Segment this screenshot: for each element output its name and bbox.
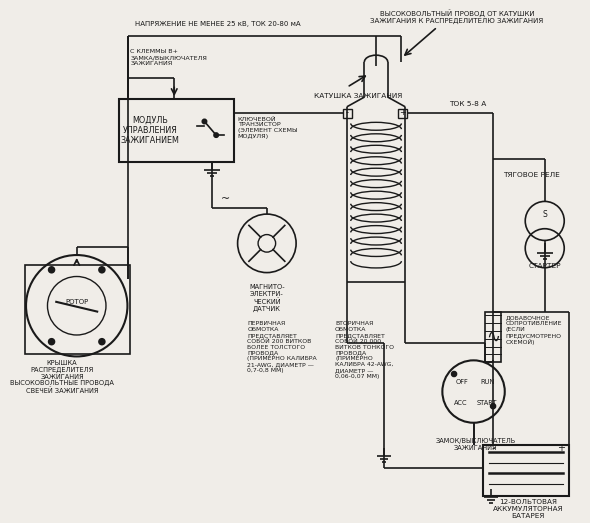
Text: НАПРЯЖЕНИЕ НЕ МЕНЕЕ 25 кВ, ТОК 20-80 мА: НАПРЯЖЕНИЕ НЕ МЕНЕЕ 25 кВ, ТОК 20-80 мА [135, 21, 301, 27]
Text: ЗАМОК/ВЫКЛЮЧАТЕЛЬ
ЗАЖИГАНИЯ: ЗАМОК/ВЫКЛЮЧАТЕЛЬ ЗАЖИГАНИЯ [435, 438, 516, 451]
Text: +: + [399, 108, 406, 117]
Text: 12-ВОЛЬТОВАЯ
АККУМУЛЯТОРНАЯ
БАТАРЕЯ: 12-ВОЛЬТОВАЯ АККУМУЛЯТОРНАЯ БАТАРЕЯ [493, 499, 563, 519]
Circle shape [491, 404, 496, 408]
Text: МАГНИТО-
ЭЛЕКТРИ-
ЧЕСКИЙ
ДАТЧИК: МАГНИТО- ЭЛЕКТРИ- ЧЕСКИЙ ДАТЧИК [249, 285, 284, 312]
Circle shape [451, 371, 457, 377]
Text: START: START [477, 400, 497, 406]
Text: ТОК 5-8 А: ТОК 5-8 А [449, 101, 486, 107]
Circle shape [214, 133, 218, 137]
Circle shape [48, 267, 54, 272]
Text: ВЫСОКОВОЛЬТНЫЙ ПРОВОД ОТ КАТУШКИ
ЗАЖИГАНИЯ К РАСПРЕДЕЛИТЕЛЮ ЗАЖИГАНИЯ: ВЫСОКОВОЛЬТНЫЙ ПРОВОД ОТ КАТУШКИ ЗАЖИГАН… [371, 9, 543, 24]
Circle shape [99, 339, 105, 345]
Bar [25, 265, 130, 355]
Bar [343, 109, 352, 118]
Text: ВЫСОКОВОЛЬТНЫЕ ПРОВОДА
СВЕЧЕЙ ЗАЖИГАНИЯ: ВЫСОКОВОЛЬТНЫЕ ПРОВОДА СВЕЧЕЙ ЗАЖИГАНИЯ [10, 380, 114, 394]
Circle shape [99, 267, 105, 272]
Bar [119, 99, 234, 163]
Text: ВТОРИЧНАЯ
ОБМОТКА
ПРЕДСТАВЛЯЕТ
СОБОЙ 20 000
ВИТКОВ ТОНКОГО
ПРОВОДА
(ПРИМЕРНО
КАЛ: ВТОРИЧНАЯ ОБМОТКА ПРЕДСТАВЛЯЕТ СОБОЙ 20 … [335, 321, 394, 379]
Text: КЛЮЧЕВОЙ
ТРАНЗИСТОР
(ЭЛЕМЕНТ СХЕМЫ
МОДУЛЯ): КЛЮЧЕВОЙ ТРАНЗИСТОР (ЭЛЕМЕНТ СХЕМЫ МОДУЛ… [238, 117, 297, 139]
Text: КРЫШКА
РАСПРЕДЕЛИТЕЛЯ
ЗАЖИГАНИЯ: КРЫШКА РАСПРЕДЕЛИТЕЛЯ ЗАЖИГАНИЯ [31, 360, 94, 380]
Text: С КЛЕММЫ В+
ЗАМКА/ВЫКЛЮЧАТЕЛЯ
ЗАЖИГАНИЯ: С КЛЕММЫ В+ ЗАМКА/ВЫКЛЮЧАТЕЛЯ ЗАЖИГАНИЯ [130, 49, 207, 66]
Text: ТЯГОВОЕ РЕЛЕ: ТЯГОВОЕ РЕЛЕ [503, 172, 559, 178]
Text: OFF: OFF [455, 379, 468, 385]
Bar [485, 312, 501, 362]
Text: -: - [491, 443, 495, 453]
Bar [398, 109, 407, 118]
Text: СТАРТЕР: СТАРТЕР [529, 263, 561, 269]
Text: МОДУЛЬ
УПРАВЛЕНИЯ
ЗАЖИГАНИЕМ: МОДУЛЬ УПРАВЛЕНИЯ ЗАЖИГАНИЕМ [120, 116, 179, 145]
Circle shape [202, 119, 206, 123]
Bar [483, 445, 569, 496]
Circle shape [48, 339, 54, 345]
Text: RUN: RUN [480, 379, 494, 385]
Text: ПЕРВИЧНАЯ
ОБМОТКА
ПРЕДСТАВЛЯЕТ
СОБОЙ 200 ВИТКОВ
БОЛЕЕ ТОЛСТОГО
ПРОВОДА
(ПРИМЕРНО: ПЕРВИЧНАЯ ОБМОТКА ПРЕДСТАВЛЯЕТ СОБОЙ 200… [247, 321, 317, 373]
Text: ДОБАВОЧНОЕ
СОПРОТИВЛЕНИЕ
(ЕСЛИ
ПРЕДУСМОТРЕНО
СХЕМОЙ): ДОБАВОЧНОЕ СОПРОТИВЛЕНИЕ (ЕСЛИ ПРЕДУСМОТ… [506, 315, 562, 345]
Text: +: + [558, 443, 565, 453]
Text: S: S [542, 210, 547, 219]
Text: -: - [345, 108, 348, 117]
Text: ~: ~ [221, 194, 231, 203]
Text: РОТОР: РОТОР [65, 299, 88, 305]
Text: КАТУШКА ЗАЖИГАНИЯ: КАТУШКА ЗАЖИГАНИЯ [314, 93, 402, 99]
Text: ∿: ∿ [486, 328, 500, 346]
Text: ACC: ACC [454, 400, 468, 406]
